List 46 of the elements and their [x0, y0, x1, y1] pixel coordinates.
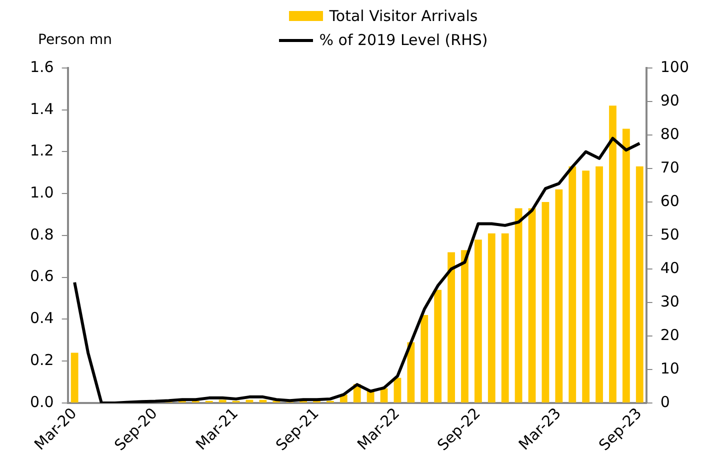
y-tick-label: 1.0	[30, 184, 54, 202]
y-tick-label: 0.2	[30, 350, 54, 369]
bar	[420, 315, 428, 402]
bar	[582, 170, 590, 402]
y2-tick-label: 10	[660, 359, 680, 378]
bar	[488, 233, 496, 402]
y2-tick-label: 90	[660, 91, 680, 110]
y2-tick-label: 20	[660, 326, 680, 344]
y2-tick-label: 70	[660, 158, 680, 176]
legend-label: % of 2019 Level (RHS)	[319, 31, 488, 49]
y2-tick-label: 40	[660, 258, 680, 277]
y-tick-label: 1.4	[30, 100, 54, 118]
y2-tick-label: 0	[660, 392, 670, 411]
y2-tick-label: 60	[660, 192, 680, 210]
bar	[622, 128, 630, 402]
bar	[596, 166, 603, 402]
y-tick-label: 0.0	[30, 392, 54, 411]
y-tick-label: 1.6	[30, 58, 54, 76]
bar	[407, 342, 415, 402]
legend-label: Total Visitor Arrivals	[329, 7, 478, 25]
bar	[259, 400, 267, 402]
bar	[474, 240, 482, 402]
y-tick-label: 0.8	[30, 225, 54, 244]
bar	[461, 250, 468, 402]
y-tick-label: 0.4	[30, 309, 54, 328]
bar	[218, 400, 226, 402]
bar	[394, 378, 402, 402]
bar	[542, 202, 550, 402]
bar	[609, 106, 616, 402]
y2-tick-label: 80	[660, 124, 680, 143]
y-axis-title: Person mn	[38, 32, 112, 48]
bar	[555, 189, 563, 402]
y2-tick-label: 50	[660, 225, 680, 244]
bar	[434, 290, 442, 402]
bar	[568, 166, 576, 402]
bar	[246, 400, 254, 402]
y-tick-label: 1.2	[30, 142, 54, 160]
y2-tick-label: 100	[660, 58, 690, 76]
bar	[501, 233, 509, 402]
bar	[514, 208, 522, 402]
bar	[448, 252, 455, 402]
y2-tick-label: 30	[660, 292, 680, 310]
bar	[636, 166, 644, 402]
y-tick-label: 0.6	[30, 267, 54, 286]
bar	[70, 352, 78, 402]
bar	[528, 208, 536, 402]
